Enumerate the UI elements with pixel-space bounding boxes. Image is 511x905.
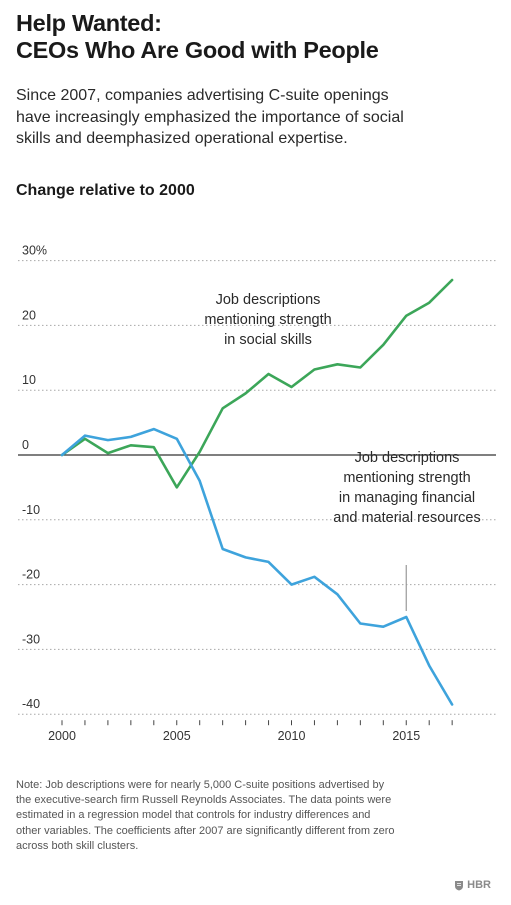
chart-note: Note: Job descriptions were for nearly 5…: [16, 778, 496, 854]
subtitle-line: skills and deemphasized operational expe…: [16, 130, 348, 147]
shield-icon: [455, 880, 464, 890]
social-skills-label-line: in social skills: [224, 332, 312, 348]
series-line-social: [60, 278, 454, 489]
y-tick-label: 0: [22, 438, 29, 452]
financial-resources-label-line: mentioning strength: [343, 470, 470, 486]
financial-resources-label-line: Job descriptions: [355, 450, 460, 466]
subtitle-line: have increasingly emphasized the importa…: [16, 108, 404, 126]
financial-resources-label-line: in managing financial: [339, 490, 475, 506]
chart-title-line: CEOs Who Are Good with People: [16, 37, 379, 63]
x-tick-label: 2010: [278, 729, 306, 743]
x-tick-label: 2000: [48, 729, 76, 743]
y-tick-label: -20: [22, 568, 40, 582]
chart-title-line: Help Wanted:: [16, 10, 162, 36]
social-skills-label-line: Job descriptions: [216, 292, 321, 308]
y-tick-label: -10: [22, 503, 40, 517]
y-tick-label: -30: [22, 632, 40, 646]
social-skills-label-line: mentioning strength: [204, 312, 331, 328]
y-tick-label: -40: [22, 697, 40, 711]
y-tick-label: 20: [22, 308, 36, 322]
chart-heading: Change relative to 2000: [16, 182, 195, 199]
logo-text: HBR: [467, 879, 491, 891]
y-tick-label: 30%: [22, 244, 47, 258]
note-line: other variables. The coefficients after …: [16, 824, 395, 837]
series-line-financial: [60, 427, 454, 706]
x-tick-label: 2005: [163, 729, 191, 743]
financial-resources-label: Job descriptions mentioning strength in ma…: [333, 450, 481, 526]
hbr-logo: HBR: [454, 879, 491, 891]
social-skills-label: Job descriptions mentioning strength in so…: [204, 292, 331, 348]
note-line: the executive-search firm Russell Reynol…: [16, 794, 392, 807]
subtitle-line: Since 2007, companies advertising C-suit…: [16, 87, 389, 104]
financial-resources-label-line: and material resources: [333, 510, 481, 526]
note-line: across both skill clusters.: [16, 839, 139, 852]
chart-subtitle: Since 2007, companies advertising C-suit…: [16, 85, 501, 150]
chart-title: Help Wanted: CEOs Who Are Good with Peop…: [16, 10, 496, 64]
x-tick-label: 2015: [392, 729, 420, 743]
note-line: Note: Job descriptions were for nearly 5…: [16, 779, 385, 791]
note-line: estimated in a regression model that con…: [16, 809, 371, 822]
y-tick-label: 10: [22, 373, 36, 387]
